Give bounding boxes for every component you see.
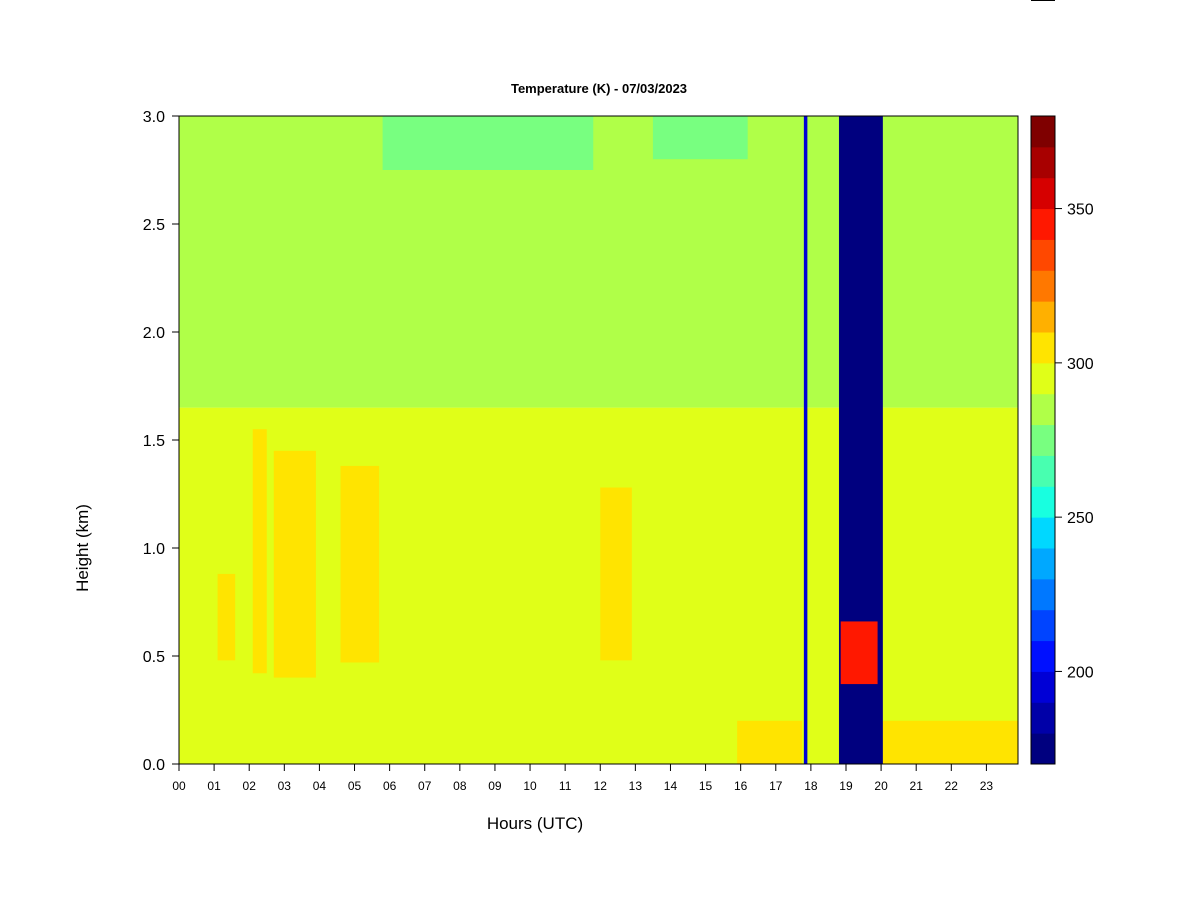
- colorbar-swatch: [1031, 301, 1055, 333]
- colorbar-swatch: [1031, 733, 1055, 765]
- x-tick-label: 12: [594, 779, 608, 793]
- y-tick-label: 1.5: [143, 433, 165, 450]
- colorbar-swatch: [1031, 424, 1055, 456]
- y-axis-label: Height (km): [73, 504, 92, 592]
- x-tick-label: 03: [278, 779, 292, 793]
- x-tick-label: 09: [488, 779, 502, 793]
- x-tick-label: 14: [664, 779, 678, 793]
- heatmap-region-8: [600, 487, 632, 661]
- heatmap-region-2: [382, 116, 594, 170]
- x-tick-label: 16: [734, 779, 748, 793]
- plot-area: [179, 116, 1018, 764]
- x-tick-label: 10: [523, 779, 537, 793]
- y-tick-label: 3.0: [143, 109, 165, 126]
- y-tick-label: 2.5: [143, 217, 165, 234]
- x-tick-label: 08: [453, 779, 467, 793]
- colorbar-frame: [1030, 115, 1056, 765]
- x-tick-label: 19: [839, 779, 853, 793]
- colorbar-swatch: [1031, 116, 1055, 148]
- y-tick-label: 2.0: [143, 325, 165, 342]
- colorbar-swatch: [1031, 640, 1055, 672]
- heatmap-region-10: [881, 720, 1018, 764]
- heatmap-region-3: [652, 116, 748, 160]
- y-tick-label: 1.0: [143, 541, 165, 558]
- x-tick-label: 05: [348, 779, 362, 793]
- heatmap-region-9: [737, 720, 803, 764]
- x-tick-label: 02: [243, 779, 257, 793]
- colorbar-swatch: [1031, 208, 1055, 240]
- colorbar-swatch: [1031, 548, 1055, 580]
- heatmap-region-4: [217, 573, 236, 661]
- heatmap-region-5: [252, 429, 267, 674]
- chart-title: Temperature (K) - 07/03/2023: [511, 81, 687, 96]
- colorbar-tick-label: 300: [1067, 356, 1094, 373]
- heatmap-region-12: [840, 621, 878, 685]
- top-corner-mark: [1031, 0, 1055, 1]
- colorbar-tick-label: 200: [1067, 664, 1094, 681]
- colorbar-swatch: [1031, 177, 1055, 210]
- x-tick-label: 15: [699, 779, 713, 793]
- colorbar-swatch: [1031, 270, 1055, 302]
- x-tick-label: 17: [769, 779, 783, 793]
- colorbar-swatch: [1031, 486, 1055, 518]
- x-tick-label: 04: [313, 779, 327, 793]
- heatmap-annotation-band-0: [803, 116, 808, 764]
- x-tick-label: 11: [559, 779, 572, 793]
- x-tick-label: 18: [804, 779, 818, 793]
- y-tick-label: 0.0: [143, 757, 165, 774]
- x-tick-label: 06: [383, 779, 397, 793]
- colorbar-swatch: [1031, 578, 1055, 611]
- heatmap-region-6: [273, 450, 316, 678]
- colorbar-swatch: [1031, 393, 1055, 426]
- colorbar-swatch: [1031, 362, 1055, 395]
- y-tick-label: 0.5: [143, 649, 165, 666]
- colorbar-swatch: [1031, 702, 1055, 734]
- colorbar-swatch: [1031, 609, 1055, 642]
- colorbar-swatch: [1031, 671, 1055, 703]
- y-axis: 0.0 0.5 1.0 1.5 2.0 2.5 3.0: [143, 109, 179, 774]
- x-tick-label: 01: [207, 779, 221, 793]
- x-tick-label: 07: [418, 779, 432, 793]
- x-tick-label: 20: [874, 779, 888, 793]
- colorbar-swatch: [1031, 332, 1055, 364]
- x-tick-label: 13: [629, 779, 643, 793]
- colorbar-tick-label: 350: [1067, 202, 1094, 219]
- colorbar-swatch: [1031, 239, 1055, 271]
- colorbar-tick-label: 250: [1067, 510, 1094, 527]
- colorbar-swatch: [1031, 455, 1055, 487]
- x-axis-label: Hours (UTC): [487, 814, 583, 833]
- heatmap-region-7: [340, 465, 380, 663]
- x-tick-label: 23: [980, 779, 994, 793]
- x-tick-label: 21: [910, 779, 924, 793]
- x-tick-label: 22: [945, 779, 959, 793]
- x-tick-label: 00: [172, 779, 186, 793]
- colorbar-swatch: [1031, 517, 1055, 549]
- colorbar-swatch: [1031, 146, 1055, 179]
- colorbar: 200 250 300 350: [1030, 115, 1094, 765]
- x-axis: 00 01 02 03 04 05 06 07 08 09 10 11 12 13 14 15 16 17 18 19…: [172, 764, 993, 793]
- heatmap-region-1: [179, 116, 1018, 408]
